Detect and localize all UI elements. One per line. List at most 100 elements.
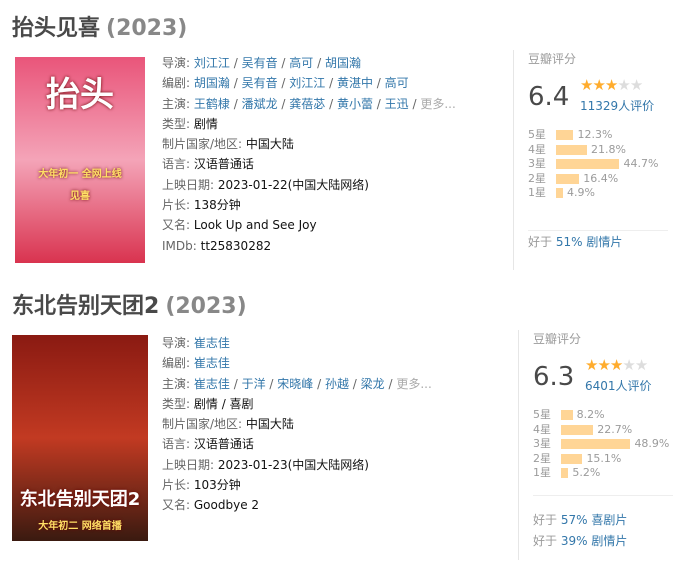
star-level-label: 2星 — [528, 171, 546, 185]
movie-title[interactable]: 抬头见喜 (2023) — [12, 10, 187, 42]
info-label: 类型 — [162, 116, 187, 131]
info-row: 上映日期: 2023-01-22(中国大陆网络) — [162, 177, 369, 192]
star-rating: ★★★★★ — [585, 356, 648, 374]
star-level-label: 3星 — [528, 157, 546, 170]
better-pct[interactable]: 39% — [560, 534, 588, 548]
movie-poster[interactable]: 抬头 见喜 大年初一 全网上线 — [15, 57, 145, 263]
person-link[interactable]: 崔志佳 — [193, 376, 230, 391]
better-than-link[interactable]: 57% 喜剧片 — [561, 513, 628, 527]
movie-year: (2023) — [165, 294, 247, 319]
more-link[interactable]: 更多... — [420, 96, 456, 111]
star-level-label: 5星 — [533, 408, 551, 421]
poster-text: 大年初二 网络首播 — [38, 521, 122, 532]
info-row: 片长: 103分钟 — [162, 478, 241, 493]
better-genre[interactable]: 喜剧片 — [591, 513, 628, 527]
rating-bar — [561, 453, 583, 464]
poster-text: 大年初一 全网上线 — [38, 169, 122, 180]
info-row: 导演: 崔志佳 — [162, 336, 230, 350]
person-link[interactable]: 崔志佳 — [193, 336, 230, 350]
info-row: 又名: Look Up and See Joy — [162, 218, 317, 233]
info-label: 编剧 — [162, 76, 187, 91]
vote-count-link[interactable]: 11329人评价 — [580, 99, 655, 113]
person-link[interactable]: 孙越 — [324, 376, 349, 391]
person-link[interactable]: 刘江江 — [289, 76, 326, 91]
star-icon: ★ — [609, 356, 623, 374]
better-pct[interactable]: 57% — [560, 513, 588, 527]
rating-panel: 豆瓣评分 6.4 ★★★★★ 11329人评价 5星 12.3% 4星 21.8% 3星 44.7… — [513, 50, 673, 270]
person-link[interactable]: 王迅 — [384, 96, 409, 111]
info-row: 制片国家/地区: 中国大陆 — [162, 137, 294, 152]
star-icon: ★ — [592, 76, 605, 94]
better-pct[interactable]: 51% — [555, 235, 583, 249]
better-than: 好于 51% 剧情片 — [528, 232, 622, 253]
person-link[interactable]: 高可 — [289, 56, 314, 70]
info-row: 主演: 崔志佳 / 于洋 / 宋晓峰 / 孙越 / 梁龙 / 更多... — [162, 376, 432, 391]
info-value: 2023-01-22(中国大陆网络) — [217, 177, 369, 192]
rating-percent: 12.3% — [577, 128, 613, 141]
person-link[interactable]: 黄湛中 — [336, 76, 373, 91]
rating-percent: 21.8% — [590, 142, 626, 156]
info-value: 剧情 — [193, 116, 218, 131]
rating-header: 豆瓣评分 — [533, 332, 582, 346]
info-label: 主演 — [162, 376, 187, 391]
star-icon: ★ — [629, 76, 643, 94]
person-link[interactable]: 吴有音 — [241, 56, 278, 70]
vote-count-link[interactable]: 6401人评价 — [585, 379, 652, 393]
title-text[interactable]: 东北告别天团2 — [12, 294, 160, 319]
star-icon: ★ — [622, 356, 635, 374]
person-link[interactable]: 胡国瀚 — [193, 76, 230, 91]
better-than-row: 好于 39% 剧情片 — [533, 531, 627, 552]
rating-percent: 15.1% — [586, 451, 622, 465]
better-genre[interactable]: 剧情片 — [586, 235, 623, 249]
star-level-label: 2星 — [533, 451, 551, 465]
rating-percent: 5.2% — [572, 466, 601, 479]
info-label: 制片国家/地区 — [162, 417, 239, 432]
rating-bar-row: 5星 12.3% — [528, 128, 658, 143]
info-label: 类型 — [162, 396, 187, 411]
title-text[interactable]: 抬头见喜 — [12, 16, 101, 41]
person-link[interactable]: 于洋 — [241, 376, 266, 391]
info-label: IMDb — [162, 238, 193, 253]
person-link[interactable]: 梁龙 — [360, 376, 385, 391]
star-level-label: 4星 — [533, 422, 551, 436]
divider — [528, 230, 668, 231]
better-than-row: 好于 57% 喜剧片 — [533, 510, 627, 531]
poster-text: 抬头 — [46, 75, 114, 115]
person-link[interactable]: 宋晓峰 — [277, 376, 314, 391]
star-level-label: 5星 — [528, 128, 546, 141]
better-than-row: 好于 51% 剧情片 — [528, 232, 622, 253]
rating-percent: 4.9% — [566, 186, 595, 199]
person-link[interactable]: 王鹤棣 — [193, 96, 230, 111]
rating-bar-row: 1星 5.2% — [533, 466, 669, 481]
better-than-link[interactable]: 51% 剧情片 — [556, 235, 623, 249]
person-link[interactable]: 崔志佳 — [193, 356, 230, 371]
rating-percent: 48.9% — [634, 437, 670, 450]
info-label: 片长 — [162, 198, 187, 213]
better-than-link[interactable]: 39% 剧情片 — [561, 534, 628, 548]
info-value: 中国大陆 — [245, 137, 294, 152]
rating-bar — [561, 424, 594, 435]
person-link[interactable]: 龚蓓苾 — [289, 96, 326, 111]
person-link[interactable]: 黄小蕾 — [336, 96, 373, 111]
better-prefix: 好于 — [533, 534, 558, 548]
info-value: 汉语普通话 — [193, 157, 254, 172]
person-link[interactable]: 胡国瀚 — [324, 56, 361, 70]
star-level-label: 3星 — [533, 437, 551, 450]
info-value: 剧情 / 喜剧 — [193, 396, 254, 411]
person-link[interactable]: 吴有音 — [241, 76, 278, 91]
movie-title[interactable]: 东北告别天团2 (2023) — [12, 288, 247, 320]
movie-year: (2023) — [106, 16, 188, 41]
info-label: 编剧 — [162, 356, 187, 371]
rating-score: 6.4 — [528, 82, 570, 112]
star-icon: ★ — [597, 356, 610, 374]
person-link[interactable]: 潘斌龙 — [241, 96, 278, 111]
info-row: 编剧: 胡国瀚 / 吴有音 / 刘江江 / 黄湛中 / 高可 — [162, 76, 409, 91]
rating-percent: 16.4% — [583, 171, 619, 185]
person-link[interactable]: 刘江江 — [193, 56, 230, 70]
better-genre[interactable]: 剧情片 — [591, 534, 628, 548]
rating-header: 豆瓣评分 — [528, 52, 577, 66]
movie-poster[interactable]: 东北告别天团2 大年初二 网络首播 — [12, 335, 148, 541]
more-link[interactable]: 更多... — [396, 376, 432, 391]
person-link[interactable]: 高可 — [384, 76, 409, 91]
info-value: 138分钟 — [193, 198, 241, 213]
